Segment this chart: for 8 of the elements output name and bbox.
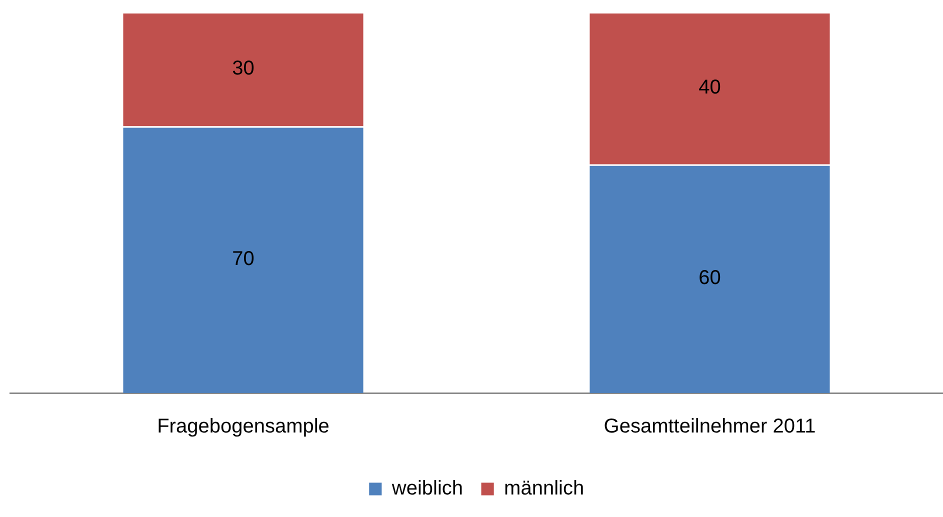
legend-label: weiblich xyxy=(390,478,464,500)
data-label: 40 xyxy=(698,76,721,99)
legend-label: männlich xyxy=(504,478,584,500)
x-tick-label: Fragebogensample xyxy=(157,416,330,438)
data-label: 70 xyxy=(232,248,254,270)
x-tick-label: Gesamtteilnehmer 2011 xyxy=(604,416,816,438)
data-label: 30 xyxy=(232,58,254,80)
data-label: 60 xyxy=(698,267,721,290)
